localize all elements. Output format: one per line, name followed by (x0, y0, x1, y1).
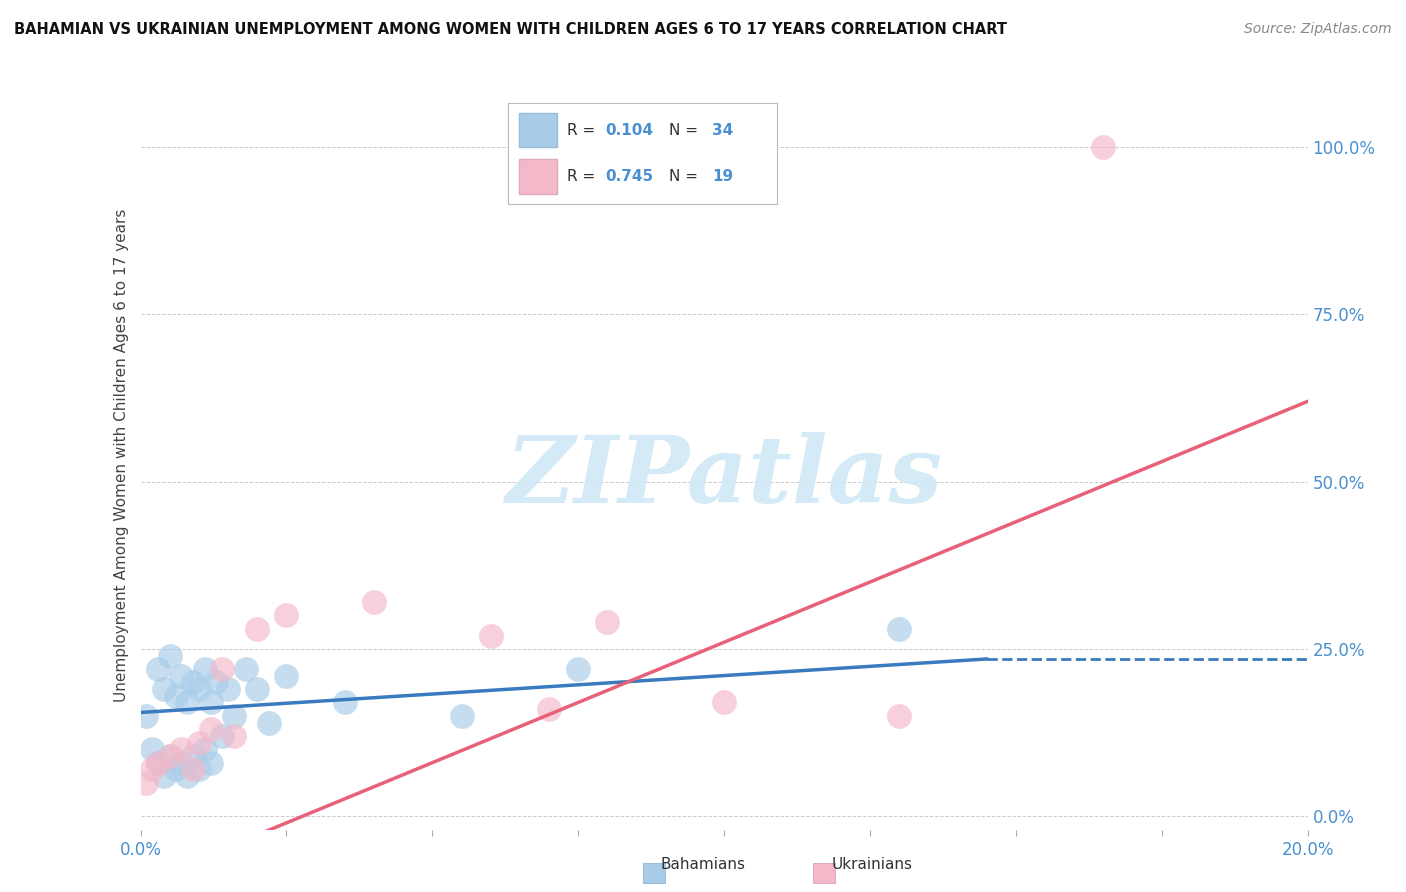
Point (141, 742, 163, 756)
Point (159, 749, 181, 764)
Point (170, 669, 193, 683)
Point (363, 595, 385, 609)
Point (567, 662, 589, 676)
Text: Bahamians: Bahamians (661, 857, 745, 872)
Point (146, 756, 169, 770)
Y-axis label: Unemployment Among Women with Children Ages 6 to 17 years: Unemployment Among Women with Children A… (114, 208, 129, 702)
Text: Source: ZipAtlas.com: Source: ZipAtlas.com (1244, 22, 1392, 37)
Point (276, 608, 298, 623)
Point (246, 682, 269, 697)
Point (181, 749, 204, 764)
Point (165, 689, 187, 703)
Point (257, 715, 280, 730)
Point (1092, 140, 1115, 154)
Point (188, 682, 211, 697)
Point (153, 769, 176, 783)
Point (200, 723, 222, 737)
Point (188, 762, 211, 776)
Point (181, 675, 204, 690)
Point (889, 708, 911, 723)
Point (153, 682, 176, 697)
Point (159, 648, 181, 663)
Point (170, 756, 193, 770)
Point (170, 742, 193, 756)
Point (222, 729, 245, 743)
Point (889, 622, 911, 636)
Point (135, 776, 157, 790)
Point (176, 769, 198, 783)
Point (141, 762, 163, 776)
Point (188, 735, 211, 749)
Text: ZIPatlas: ZIPatlas (506, 433, 942, 523)
Point (146, 662, 169, 676)
Point (181, 762, 204, 776)
Point (146, 756, 169, 770)
Point (135, 708, 157, 723)
Point (713, 696, 735, 710)
Point (333, 696, 356, 710)
Point (159, 749, 181, 764)
Point (200, 696, 222, 710)
Point (165, 762, 187, 776)
Point (235, 662, 257, 676)
Point (211, 729, 233, 743)
Point (222, 708, 245, 723)
Text: BAHAMIAN VS UKRAINIAN UNEMPLOYMENT AMONG WOMEN WITH CHILDREN AGES 6 TO 17 YEARS : BAHAMIAN VS UKRAINIAN UNEMPLOYMENT AMONG… (14, 22, 1007, 37)
Text: Ukrainians: Ukrainians (831, 857, 912, 872)
Point (194, 662, 217, 676)
Point (200, 756, 222, 770)
Point (479, 628, 502, 642)
Point (450, 708, 472, 723)
Point (596, 615, 619, 630)
Point (194, 742, 217, 756)
Point (538, 702, 561, 716)
Point (211, 662, 233, 676)
Point (276, 669, 298, 683)
Point (246, 622, 269, 636)
Point (176, 696, 198, 710)
Point (217, 682, 239, 697)
Point (205, 675, 228, 690)
